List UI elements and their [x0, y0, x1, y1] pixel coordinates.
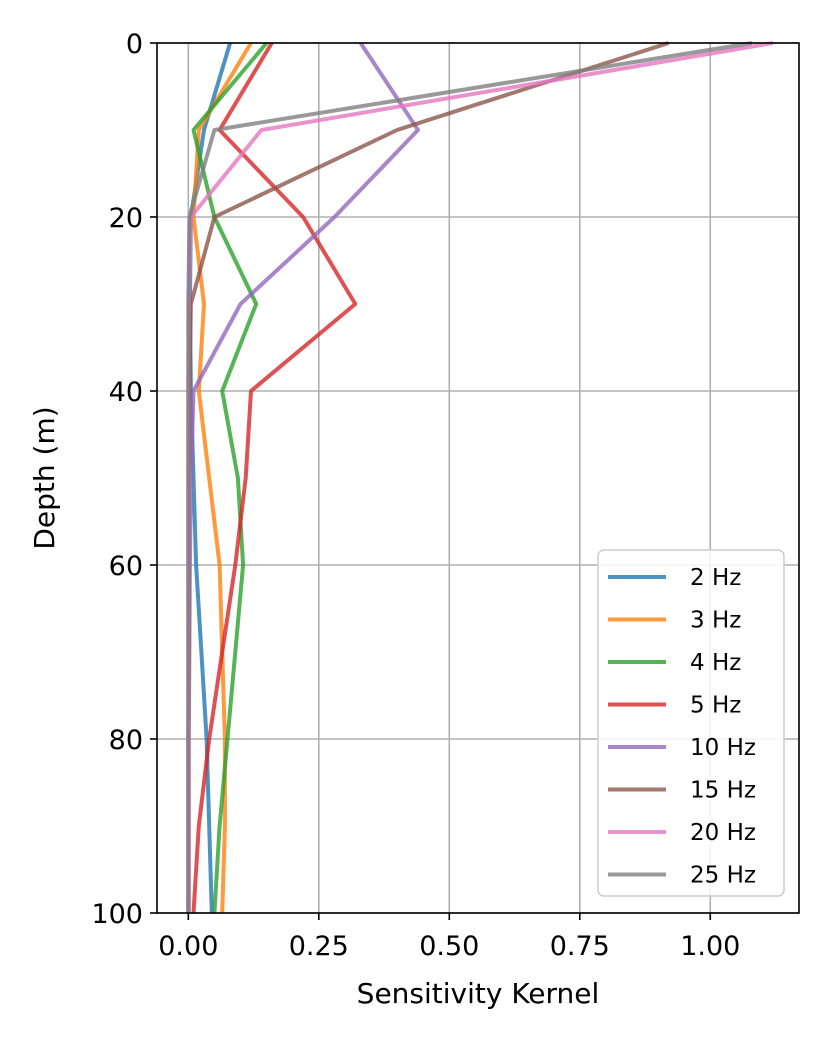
- x-tick-label: 0.50: [419, 931, 479, 962]
- y-tick-label: 100: [91, 899, 143, 930]
- series-line-25-hz: [186, 41, 753, 913]
- x-axis-label: Sensitivity Kernel: [357, 977, 600, 1010]
- series-lines: [186, 41, 774, 914]
- y-tick-label: 60: [109, 551, 143, 582]
- legend-label: 4 Hz: [690, 650, 741, 676]
- y-tick-label: 0: [126, 29, 143, 60]
- legend-label: 20 Hz: [690, 820, 756, 846]
- legend-label: 15 Hz: [690, 778, 756, 804]
- legend-label: 3 Hz: [690, 608, 741, 634]
- y-tick-label: 20: [109, 203, 143, 234]
- legend-label: 10 Hz: [690, 735, 756, 761]
- y-tick-label: 40: [109, 377, 143, 408]
- x-tick-label: 0.25: [289, 931, 349, 962]
- y-tick-label: 80: [109, 725, 143, 756]
- legend-box: [597, 549, 785, 897]
- axis-ticks: 0.00 0.25 0.50 0.75 1.00 0 20 40 60 80 100: [91, 29, 740, 962]
- legend-label: 25 Hz: [690, 863, 756, 889]
- legend: 2 Hz 3 Hz 4 Hz 5 Hz 10 Hz 15 Hz 20 Hz 25 Hz: [597, 549, 785, 897]
- x-tick-label: 0.00: [158, 931, 218, 962]
- y-axis-label: Depth (m): [28, 406, 61, 549]
- series-line-4-hz: [191, 41, 269, 914]
- legend-label: 5 Hz: [690, 693, 741, 719]
- x-tick-label: 1.00: [680, 931, 740, 962]
- plot-frame: [156, 42, 800, 914]
- x-tick-label: 0.75: [550, 931, 610, 962]
- legend-label: 2 Hz: [690, 565, 741, 591]
